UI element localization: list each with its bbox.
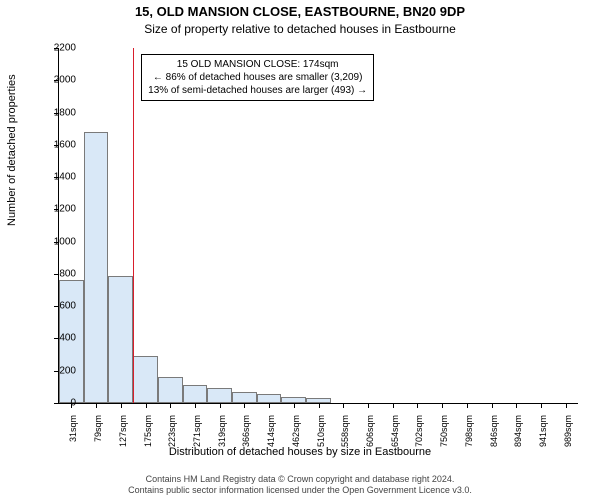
chart-plot-area: 15 OLD MANSION CLOSE: 174sqm← 86% of det… bbox=[58, 48, 578, 404]
y-tick-label: 2200 bbox=[36, 43, 76, 54]
y-tick-label: 400 bbox=[36, 333, 76, 344]
x-tick-label: 941sqm bbox=[538, 415, 548, 463]
y-tick-label: 1400 bbox=[36, 172, 76, 183]
x-tick bbox=[343, 403, 344, 408]
x-tick bbox=[294, 403, 295, 408]
y-tick-label: 200 bbox=[36, 365, 76, 376]
x-tick bbox=[417, 403, 418, 408]
x-tick-label: 223sqm bbox=[167, 415, 177, 463]
histogram-bar bbox=[133, 356, 158, 403]
x-tick bbox=[492, 403, 493, 408]
page-title-desc: Size of property relative to detached ho… bbox=[0, 22, 600, 36]
x-tick bbox=[146, 403, 147, 408]
x-tick bbox=[467, 403, 468, 408]
footer-line-2: Contains public sector information licen… bbox=[0, 485, 600, 496]
histogram-bar bbox=[158, 377, 183, 403]
x-tick bbox=[442, 403, 443, 408]
y-tick-label: 1800 bbox=[36, 107, 76, 118]
x-tick-label: 175sqm bbox=[143, 415, 153, 463]
reference-line bbox=[133, 48, 134, 403]
histogram-bar bbox=[84, 132, 109, 403]
x-tick-label: 654sqm bbox=[390, 415, 400, 463]
x-tick bbox=[566, 403, 567, 408]
y-axis-label: Number of detached properties bbox=[6, 74, 18, 226]
x-tick bbox=[319, 403, 320, 408]
annotation-line: ← 86% of detached houses are smaller (3,… bbox=[148, 71, 367, 84]
x-tick bbox=[121, 403, 122, 408]
footer-line-1: Contains HM Land Registry data © Crown c… bbox=[0, 474, 600, 485]
footer-attribution: Contains HM Land Registry data © Crown c… bbox=[0, 474, 600, 497]
x-tick-label: 846sqm bbox=[489, 415, 499, 463]
x-tick-label: 414sqm bbox=[266, 415, 276, 463]
histogram-bar bbox=[183, 385, 208, 403]
histogram-bar bbox=[108, 276, 133, 403]
x-tick bbox=[516, 403, 517, 408]
x-tick-label: 31sqm bbox=[68, 415, 78, 463]
x-tick bbox=[368, 403, 369, 408]
y-tick-label: 800 bbox=[36, 268, 76, 279]
histogram-bar bbox=[207, 388, 232, 403]
annotation-line: 15 OLD MANSION CLOSE: 174sqm bbox=[148, 58, 367, 71]
x-tick-label: 127sqm bbox=[118, 415, 128, 463]
y-tick-label: 1200 bbox=[36, 204, 76, 215]
x-tick bbox=[541, 403, 542, 408]
x-tick-label: 271sqm bbox=[192, 415, 202, 463]
x-tick bbox=[195, 403, 196, 408]
x-tick-label: 510sqm bbox=[316, 415, 326, 463]
y-tick-label: 1600 bbox=[36, 139, 76, 150]
x-tick-label: 606sqm bbox=[365, 415, 375, 463]
x-tick bbox=[170, 403, 171, 408]
x-tick bbox=[393, 403, 394, 408]
y-tick-label: 2000 bbox=[36, 75, 76, 86]
x-tick-label: 558sqm bbox=[340, 415, 350, 463]
histogram-bar bbox=[257, 394, 282, 403]
x-tick-label: 702sqm bbox=[414, 415, 424, 463]
page-title-address: 15, OLD MANSION CLOSE, EASTBOURNE, BN20 … bbox=[0, 4, 600, 19]
x-tick-label: 319sqm bbox=[217, 415, 227, 463]
annotation-box: 15 OLD MANSION CLOSE: 174sqm← 86% of det… bbox=[141, 54, 374, 101]
y-tick-label: 600 bbox=[36, 301, 76, 312]
x-tick-label: 750sqm bbox=[439, 415, 449, 463]
x-tick-label: 894sqm bbox=[513, 415, 523, 463]
x-tick-label: 798sqm bbox=[464, 415, 474, 463]
x-tick bbox=[244, 403, 245, 408]
histogram-bar bbox=[232, 392, 257, 403]
x-tick-label: 989sqm bbox=[563, 415, 573, 463]
annotation-line: 13% of semi-detached houses are larger (… bbox=[148, 84, 367, 97]
x-tick bbox=[220, 403, 221, 408]
x-tick-label: 462sqm bbox=[291, 415, 301, 463]
x-tick-label: 366sqm bbox=[241, 415, 251, 463]
y-tick-label: 1000 bbox=[36, 236, 76, 247]
x-tick bbox=[96, 403, 97, 408]
x-tick bbox=[269, 403, 270, 408]
x-tick-label: 79sqm bbox=[93, 415, 103, 463]
y-tick-label: 0 bbox=[36, 398, 76, 409]
